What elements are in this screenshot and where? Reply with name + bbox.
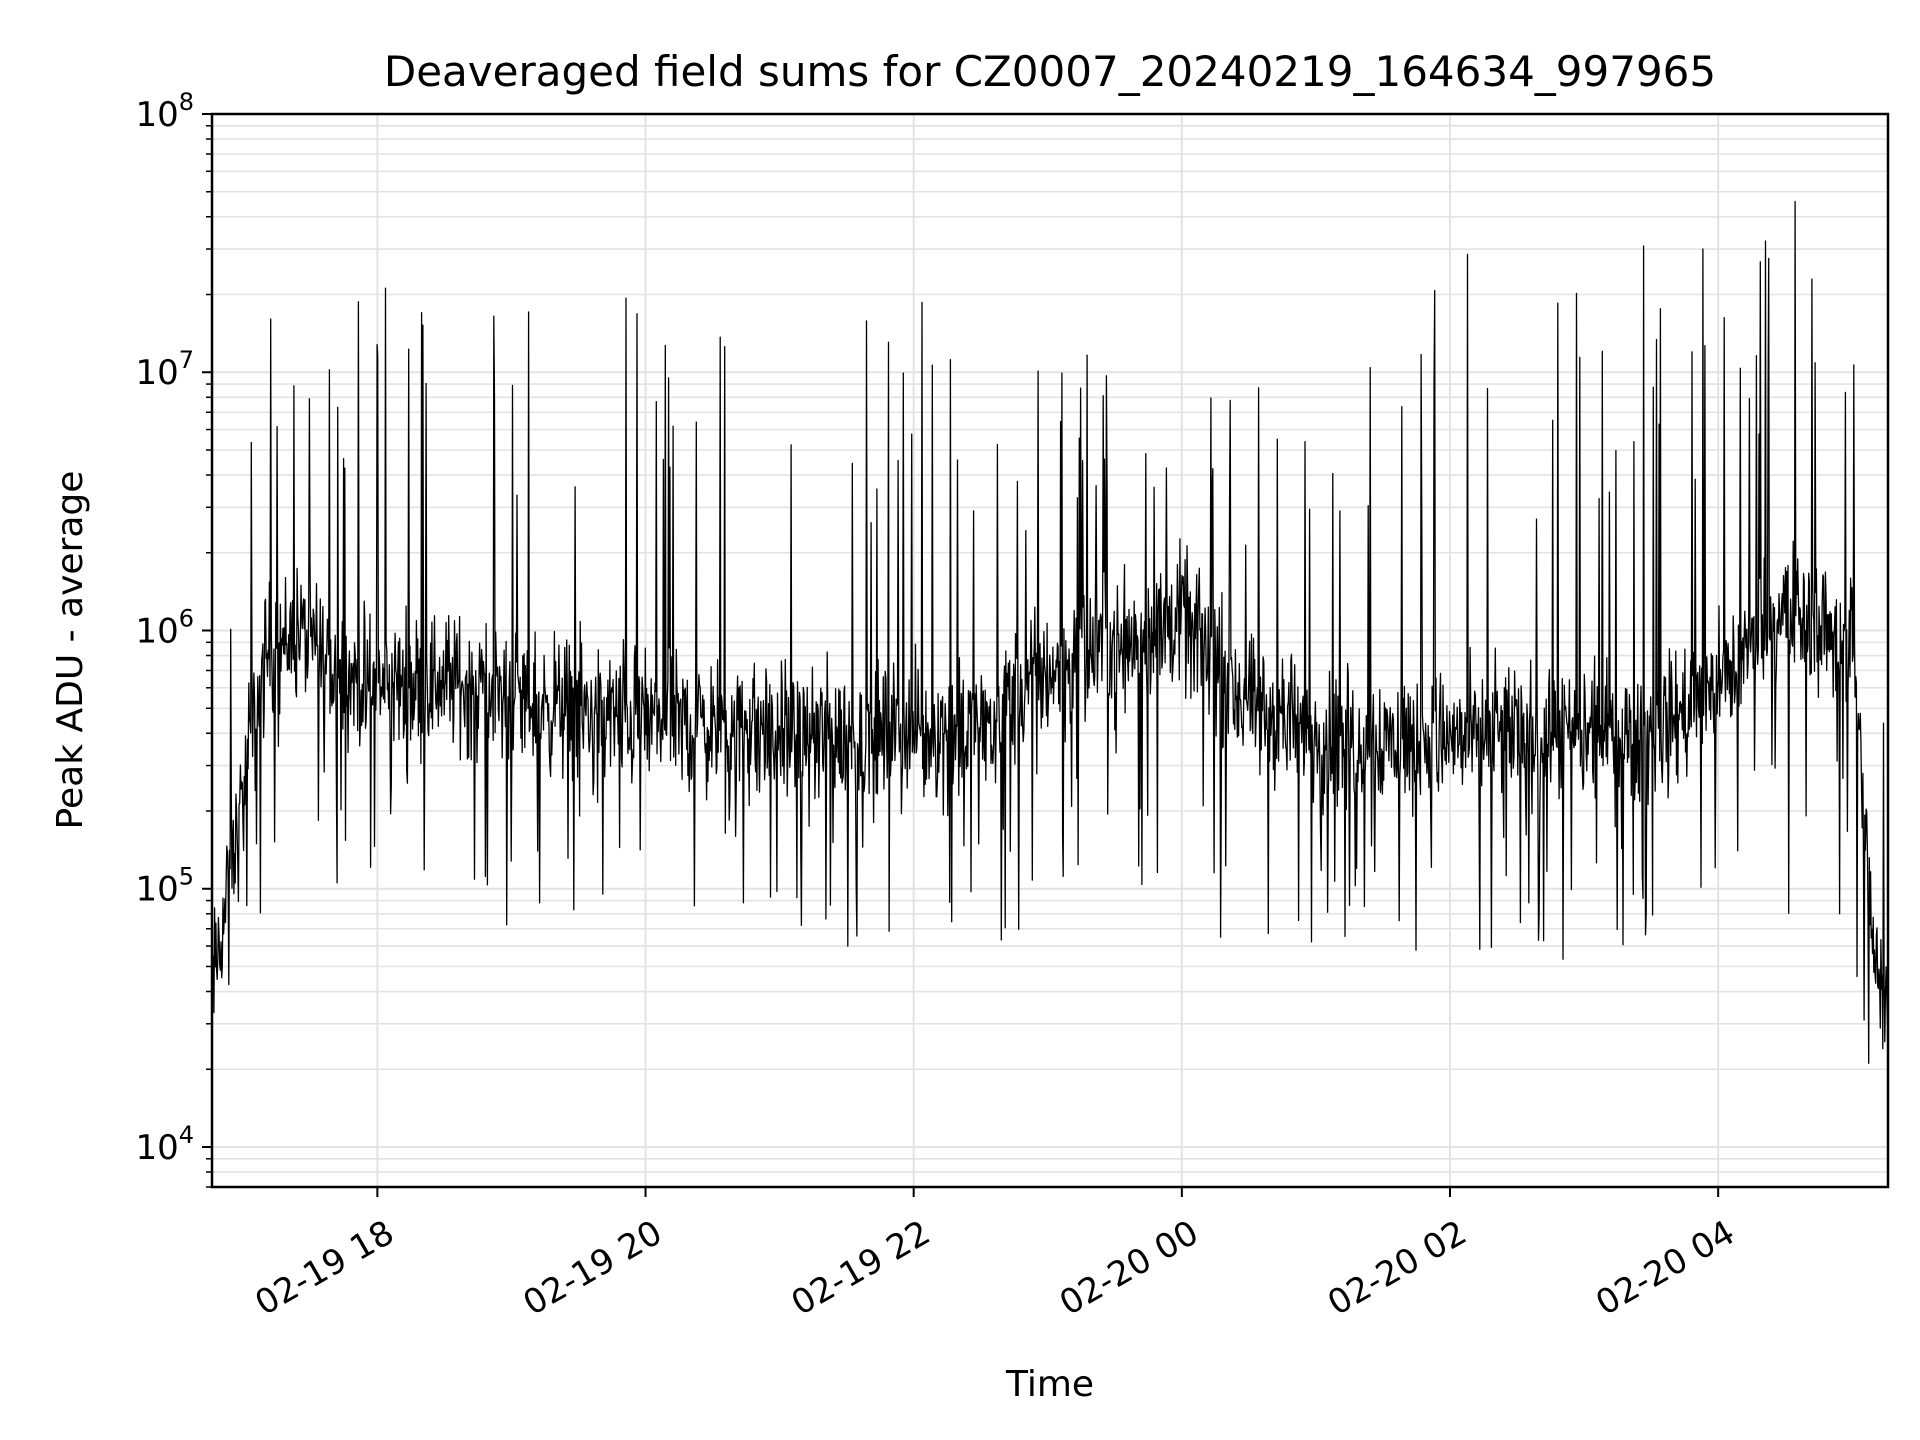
- chart-title: Deaveraged field sums for CZ0007_2024021…: [384, 47, 1716, 96]
- grid-lines: [212, 114, 1888, 1188]
- x-axis-label: Time: [1005, 1364, 1094, 1405]
- y-axis: 104 105 106 107 108: [135, 88, 212, 1188]
- y-tick-label: 107: [135, 346, 194, 393]
- y-tick-label: 108: [135, 88, 194, 135]
- data-series: [211, 200, 1889, 1068]
- y-tick-label: 104: [135, 1121, 194, 1168]
- x-tick-label: 02-19 20: [517, 1213, 669, 1324]
- y-axis-label: Peak ADU - average: [50, 471, 91, 830]
- x-axis: 02-19 18 02-19 20 02-19 22 02-20 00 02-20 02…: [248, 1187, 1742, 1324]
- x-tick-label: 02-20 02: [1321, 1213, 1473, 1324]
- x-tick-label: 02-20 00: [1053, 1213, 1205, 1324]
- plot-frame: [210, 112, 1890, 1189]
- x-tick-label: 02-20 04: [1589, 1213, 1741, 1324]
- y-tick-label: 105: [135, 863, 194, 910]
- x-tick-label: 02-19 18: [248, 1213, 400, 1324]
- y-tick-label: 106: [135, 604, 194, 651]
- x-tick-label: 02-19 22: [785, 1213, 937, 1324]
- series-line: [211, 200, 1889, 1068]
